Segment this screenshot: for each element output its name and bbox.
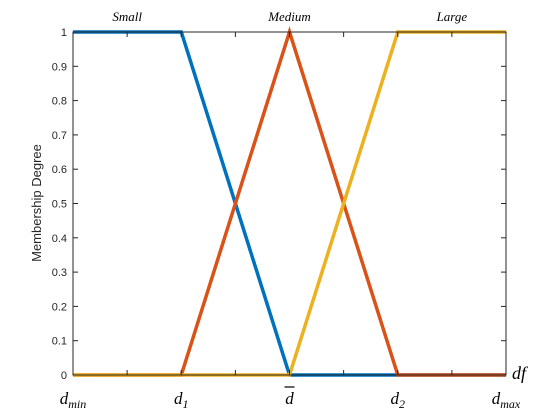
- y-tick-label: 0.4: [52, 233, 67, 245]
- y-tick-label: 0.7: [52, 130, 67, 142]
- x-tick-label: dmax: [492, 389, 521, 411]
- series-line-large: [73, 30, 506, 377]
- y-tick-label: 0.9: [52, 61, 67, 73]
- svg-text:dmax: dmax: [492, 389, 521, 411]
- x-tick-label-subscript: 2: [399, 397, 405, 411]
- svg-text:d: d: [285, 389, 294, 408]
- y-tick-label: 1: [61, 27, 67, 39]
- y-tick-label: 0.8: [52, 96, 67, 108]
- series-labels: Small Medium Large: [112, 9, 467, 24]
- series-line-small: [73, 30, 506, 377]
- axes-frame: [72, 31, 507, 376]
- x-tick-label-subscript: 1: [183, 397, 189, 411]
- y-axis-label: Membership Degree: [29, 144, 44, 262]
- x-tick-label-base: d: [60, 389, 69, 408]
- x-tick-label: d2: [391, 389, 406, 411]
- y-tick-label: 0.6: [52, 164, 67, 176]
- y-tick-label: 0.1: [52, 336, 67, 348]
- y-tick-label: 0.3: [52, 267, 67, 279]
- y-tick-label: 0.5: [52, 199, 67, 211]
- x-tick-label: d: [284, 386, 295, 408]
- y-tick-label: 0: [61, 370, 67, 382]
- x-tick-label-base: d: [174, 389, 183, 408]
- plot-lines: [73, 26, 506, 377]
- x-tick-label-base: d: [285, 389, 294, 408]
- x-tick-label-subscript: min: [68, 397, 86, 411]
- x-axis-label: df: [512, 363, 529, 383]
- series-label-small: Small: [112, 9, 142, 24]
- x-tick-label: dmin: [60, 389, 87, 411]
- svg-text:d1: d1: [174, 389, 189, 411]
- x-tick-label-base: d: [391, 389, 400, 408]
- x-tick-label: d1: [174, 389, 189, 411]
- svg-text:d2: d2: [391, 389, 406, 411]
- x-axis-ticks: dmin d1 d d2 dmax: [60, 32, 521, 411]
- y-axis-ticks: 0 0.1 0.2 0.3 0.4 0.5 0.6 0.7 0.8 0.9 1: [52, 27, 506, 382]
- svg-text:dmin: dmin: [60, 389, 87, 411]
- x-tick-label-base: d: [492, 389, 501, 408]
- series-label-large: Large: [436, 9, 468, 24]
- x-tick-label-subscript: max: [500, 397, 521, 411]
- series-label-medium: Medium: [267, 9, 311, 24]
- y-tick-label: 0.2: [52, 301, 67, 313]
- series-line-medium: [73, 26, 506, 377]
